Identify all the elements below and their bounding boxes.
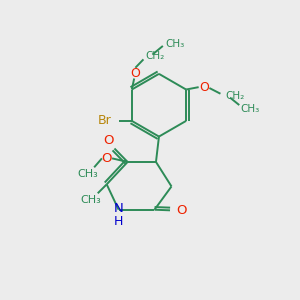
Text: O: O bbox=[199, 81, 209, 94]
Text: O: O bbox=[103, 134, 114, 147]
Text: CH₂: CH₂ bbox=[225, 91, 244, 101]
Text: N: N bbox=[114, 202, 124, 215]
Text: CH₃: CH₃ bbox=[241, 104, 260, 114]
Text: Br: Br bbox=[98, 114, 112, 127]
Text: CH₃: CH₃ bbox=[78, 169, 99, 179]
Text: CH₂: CH₂ bbox=[146, 51, 165, 61]
Text: O: O bbox=[130, 67, 140, 80]
Text: CH₃: CH₃ bbox=[166, 39, 185, 49]
Text: H: H bbox=[114, 214, 123, 228]
Text: CH₃: CH₃ bbox=[80, 195, 101, 205]
Text: O: O bbox=[176, 204, 187, 217]
Text: O: O bbox=[101, 152, 111, 165]
